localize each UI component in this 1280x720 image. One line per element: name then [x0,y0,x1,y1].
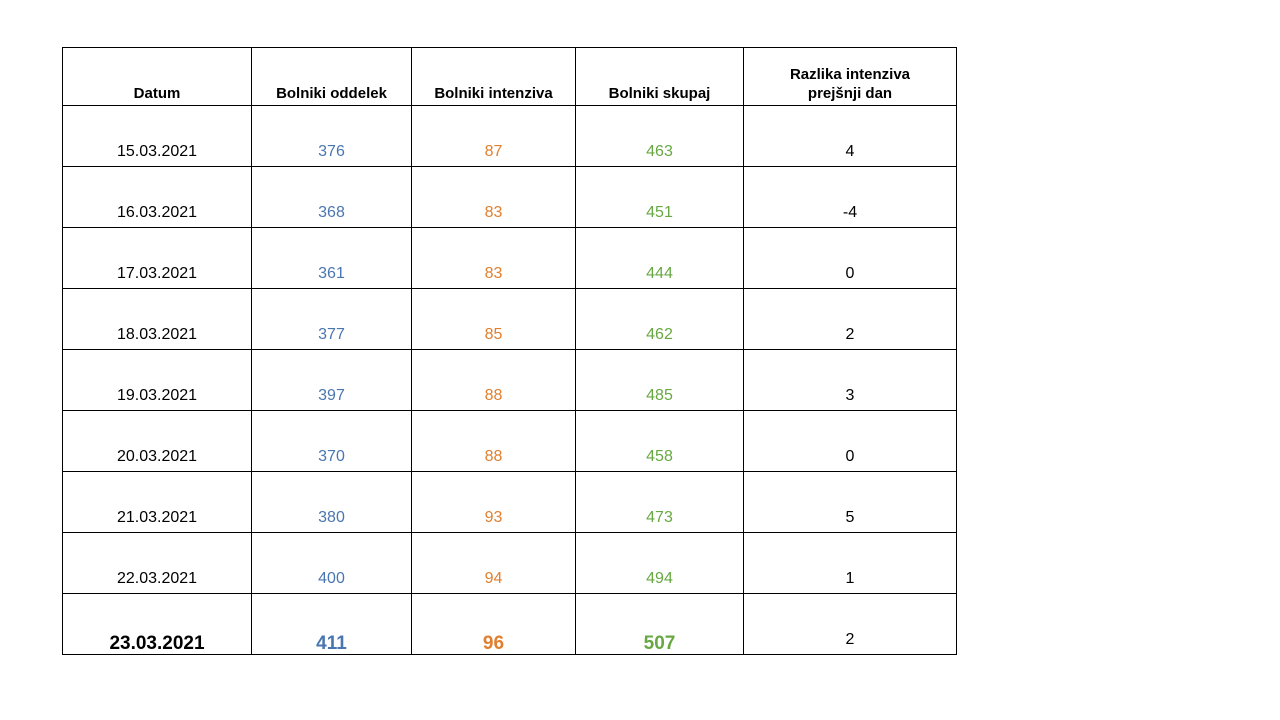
cell-icu: 83 [411,166,576,228]
cell-date: 21.03.2021 [62,471,252,533]
table-row: 18.03.2021 377 85 462 2 [62,288,957,350]
header-diff-line1: Razlika intenziva [789,66,911,83]
header-diff-line2: prejšnji dan [807,85,893,102]
header-dept: Bolniki oddelek [251,47,412,106]
cell-dept: 397 [251,349,412,411]
cell-diff: 4 [743,105,957,167]
cell-date: 19.03.2021 [62,349,252,411]
cell-total: 463 [575,105,744,167]
table-row: 19.03.2021 397 88 485 3 [62,349,957,411]
cell-total: 485 [575,349,744,411]
cell-date: 15.03.2021 [62,105,252,167]
cell-icu: 93 [411,471,576,533]
cell-date: 23.03.2021 [62,593,252,655]
cell-icu: 87 [411,105,576,167]
cell-date: 17.03.2021 [62,227,252,289]
cell-total: 494 [575,532,744,594]
cell-diff: 2 [743,288,957,350]
hospital-patients-table: Datum Bolniki oddelek Bolniki intenziva … [62,47,957,655]
cell-diff: 0 [743,227,957,289]
cell-icu: 94 [411,532,576,594]
cell-total: 473 [575,471,744,533]
cell-total: 462 [575,288,744,350]
table-row: 21.03.2021 380 93 473 5 [62,471,957,533]
cell-dept: 368 [251,166,412,228]
cell-date: 20.03.2021 [62,410,252,472]
table-row-latest: 23.03.2021 411 96 507 2 [62,593,957,655]
cell-dept: 400 [251,532,412,594]
cell-dept: 377 [251,288,412,350]
cell-date: 22.03.2021 [62,532,252,594]
cell-total: 458 [575,410,744,472]
cell-date: 18.03.2021 [62,288,252,350]
cell-icu: 96 [411,593,576,655]
cell-total: 451 [575,166,744,228]
cell-diff: 1 [743,532,957,594]
cell-diff: -4 [743,166,957,228]
cell-diff: 3 [743,349,957,411]
cell-total: 444 [575,227,744,289]
cell-icu: 85 [411,288,576,350]
header-row: Datum Bolniki oddelek Bolniki intenziva … [62,47,957,106]
cell-diff: 2 [743,593,957,655]
cell-dept: 411 [251,593,412,655]
cell-dept: 361 [251,227,412,289]
cell-diff: 0 [743,410,957,472]
header-icu: Bolniki intenziva [411,47,576,106]
header-total: Bolniki skupaj [575,47,744,106]
cell-icu: 88 [411,349,576,411]
table-row: 15.03.2021 376 87 463 4 [62,105,957,167]
table-row: 20.03.2021 370 88 458 0 [62,410,957,472]
cell-dept: 380 [251,471,412,533]
cell-icu: 83 [411,227,576,289]
header-diff: Razlika intenziva prejšnji dan [743,47,957,106]
header-date: Datum [62,47,252,106]
table-row: 22.03.2021 400 94 494 1 [62,532,957,594]
cell-icu: 88 [411,410,576,472]
cell-dept: 370 [251,410,412,472]
cell-total: 507 [575,593,744,655]
table-row: 16.03.2021 368 83 451 -4 [62,166,957,228]
cell-date: 16.03.2021 [62,166,252,228]
cell-dept: 376 [251,105,412,167]
table-row: 17.03.2021 361 83 444 0 [62,227,957,289]
cell-diff: 5 [743,471,957,533]
